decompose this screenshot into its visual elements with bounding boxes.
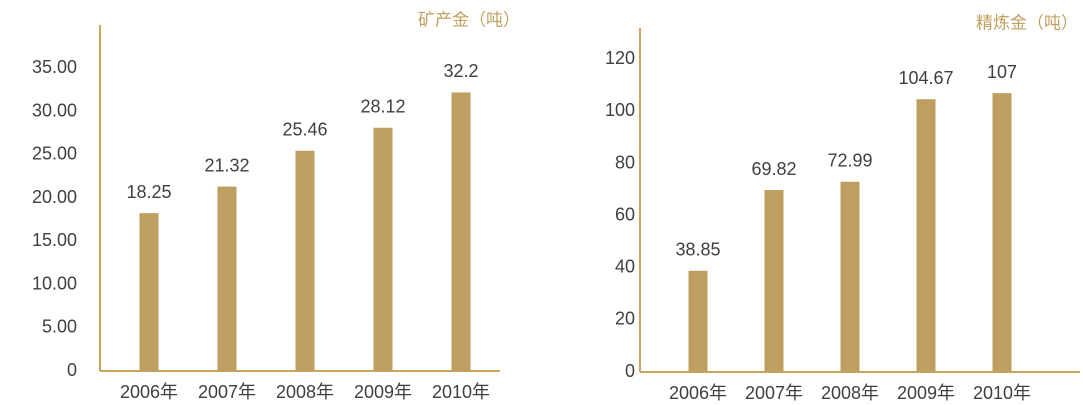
y-tick-label: 20.00 [32,187,77,207]
y-tick-label: 35.00 [32,57,77,77]
y-tick-label: 15.00 [32,230,77,250]
bar [139,213,159,371]
y-tick-label: 120 [605,48,635,68]
y-tick-label: 20 [615,309,635,329]
bar [688,270,708,372]
bar [373,127,393,372]
bar [916,99,936,372]
data-label: 107 [987,62,1017,82]
x-tick-label: 2006年 [120,382,178,402]
x-tick-label: 2007年 [198,382,256,402]
x-tick-label: 2008年 [821,383,879,403]
x-tick-label: 2009年 [897,383,955,403]
data-label: 18.25 [126,182,171,202]
data-label: 32.2 [443,61,478,81]
y-tick-label: 0 [67,360,77,380]
data-label: 69.82 [751,159,796,179]
bar [764,190,784,372]
x-tick-label: 2007年 [745,383,803,403]
y-tick-label: 60 [615,204,635,224]
y-axis-label: 矿产金（吨） [418,10,520,29]
y-axis-label: 精炼金（吨） [976,13,1078,32]
x-tick-label: 2010年 [973,383,1031,403]
x-tick-label: 2009年 [354,382,412,402]
data-label: 72.99 [827,151,872,171]
x-tick-label: 2010年 [432,382,490,402]
data-label: 38.85 [675,240,720,260]
y-tick-label: 5.00 [42,317,77,337]
bar [295,150,315,371]
data-label: 28.12 [360,97,405,117]
y-tick-label: 25.00 [32,144,77,164]
y-tick-label: 0 [625,361,635,381]
x-tick-label: 2006年 [669,383,727,403]
bar [451,92,471,371]
data-label: 21.32 [204,155,249,175]
y-tick-label: 40 [615,257,635,277]
bar [992,93,1012,372]
bar [217,186,237,371]
y-tick-label: 80 [615,152,635,172]
y-tick-label: 10.00 [32,273,77,293]
y-tick-label: 100 [605,100,635,120]
data-label: 25.46 [282,120,327,140]
y-tick-label: 30.00 [32,100,77,120]
x-tick-label: 2008年 [276,382,334,402]
data-label: 104.67 [898,68,953,88]
bar [840,181,860,372]
